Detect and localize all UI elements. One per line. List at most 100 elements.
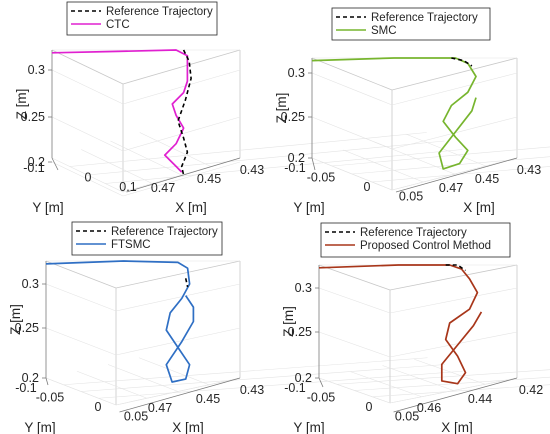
panel-bottom-right: 0.3 0.25 0.2-0.1-0.05 0 0.050.46 0.44 0.42 Z [m…: [281, 222, 550, 434]
wall-grid-line: [391, 72, 518, 106]
wall-grid-line: [389, 287, 518, 314]
wall-grid-line: [311, 72, 393, 106]
legend-label: Reference Trajectory: [111, 226, 218, 238]
floor-grid-line: [331, 146, 550, 167]
wall-grid-line: [115, 327, 241, 356]
floor-grid-line: [63, 357, 428, 386]
x-tick-label: 0.43: [240, 383, 264, 397]
x-tick-label: 0.47: [151, 181, 175, 195]
x-axis-line: [395, 157, 518, 193]
wall-grid-line: [318, 287, 391, 314]
z-tick-label: 0.2: [28, 155, 45, 169]
trajectories: [51, 49, 192, 176]
z-tick-label: 0.25: [288, 325, 312, 339]
series-line-3-reference: [445, 264, 466, 272]
y-tick-label: 0: [364, 180, 371, 194]
y-tick-label: -0.05: [36, 391, 65, 405]
floor-grid-line: [382, 365, 454, 391]
x-tick-label: 0.45: [197, 172, 221, 186]
floor-grid-line: [76, 370, 148, 399]
legend-box: [66, 1, 218, 36]
x-tick-label: 0.45: [196, 392, 220, 406]
y-axis-label: Y [m]: [32, 200, 63, 215]
floor-grid-line: [414, 358, 486, 385]
x-tick-label: 0.43: [517, 163, 541, 177]
series-line-2-reference: [184, 278, 189, 288]
wall-grid-line: [51, 116, 124, 152]
x-axis-line: [393, 377, 518, 413]
y-axis-label: Y [m]: [293, 420, 324, 434]
x-axis-line: [119, 377, 241, 413]
z-tick-label: 0.2: [295, 371, 312, 385]
z-axis-label: Z [m]: [8, 304, 23, 335]
z-tick-label: 0.25: [15, 321, 39, 335]
x-tick-label: 0.43: [240, 163, 264, 177]
x-axis-label: X [m]: [463, 200, 495, 215]
floor-grid-line: [80, 364, 446, 392]
z-axis-label: Z [m]: [14, 89, 29, 120]
floor-grid-line: [351, 156, 550, 175]
series-line-0-controller: [51, 49, 189, 173]
y-axis-line: [318, 377, 324, 388]
axes-box: 0.30.250.2-0.100.1 0.470.450.43Z [m]Y [m]…: [14, 49, 463, 215]
z-tick-label: 0.3: [22, 277, 39, 291]
y-tick-label: 0.05: [399, 190, 423, 204]
legend-box: [320, 222, 511, 258]
back-wall-edge: [45, 260, 117, 289]
y-tick-label: -0.1: [284, 381, 306, 395]
wall-grid-line: [115, 283, 241, 312]
wall-grid-line: [115, 377, 241, 406]
y-axis-label: Y [m]: [24, 420, 55, 434]
series-line-2-controller: [45, 260, 195, 383]
wall-grid-line: [51, 69, 124, 105]
floor-grid-line: [405, 133, 486, 167]
x-tick-label: 0.47: [439, 181, 463, 195]
wall-grid-line: [391, 157, 518, 191]
legend-label: SMC: [371, 25, 397, 37]
y-tick-label: -0.05: [307, 171, 336, 185]
legend-label: FTSMC: [111, 239, 151, 251]
y-axis-line: [311, 157, 316, 171]
panel-top-right: 0.3 0.25 0.2-0.1-0.05 0 0.05 0.47 0.45 0.43 Z [m…: [274, 7, 550, 215]
wall-grid-line: [122, 161, 241, 197]
legend-label: Proposed Control Method: [360, 240, 491, 252]
floor-grid-line: [350, 371, 422, 398]
z-tick-label: 0.3: [295, 281, 312, 295]
x-axis-label: X [m]: [175, 200, 207, 215]
floor-grid-line: [354, 376, 550, 391]
floor-grid-line: [372, 384, 550, 398]
z-tick-label: 0.2: [288, 151, 305, 165]
x-tick-label: 0.45: [475, 172, 499, 186]
wall-grid-line: [311, 157, 393, 191]
x-axis-line: [126, 157, 241, 193]
floor-grid-line: [87, 140, 445, 176]
back-wall-top: [122, 49, 241, 85]
x-tick-label: 0.42: [519, 383, 543, 397]
y-axis-line: [45, 377, 49, 386]
y-tick-label: -0.05: [307, 391, 336, 405]
y-tick-label: 0.05: [395, 410, 419, 424]
floor-grid-line: [81, 149, 153, 184]
x-tick-label: 0.46: [417, 401, 441, 415]
back-wall-top: [389, 264, 518, 291]
floor-grid-line: [110, 140, 182, 176]
y-axis-line: [51, 157, 59, 171]
floor-grid-line: [336, 369, 550, 385]
y-tick-label: 0.1: [119, 180, 136, 194]
floor-grid-line: [371, 166, 550, 183]
series-line-3-controller: [318, 264, 483, 385]
axes-box: 0.3 0.25 0.2-0.1-0.05 0 0.050.46 0.44 0.42 Z [m…: [281, 264, 550, 434]
wall-grid-line: [318, 331, 391, 358]
y-tick-label: 0: [95, 400, 102, 414]
z-tick-label: 0.25: [21, 110, 45, 124]
y-tick-label: 0: [85, 171, 92, 185]
back-wall-edge: [51, 49, 124, 85]
legend-label: Reference Trajectory: [371, 12, 478, 24]
z-tick-label: 0.25: [281, 110, 305, 124]
wall-grid-line: [45, 327, 117, 356]
trajectories: [318, 264, 483, 385]
